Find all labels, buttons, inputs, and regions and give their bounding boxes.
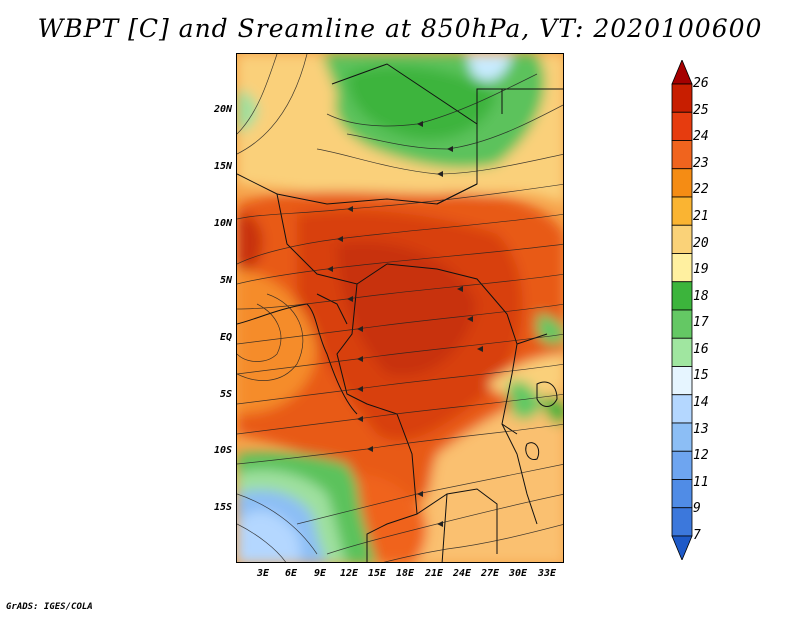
lon-label-18e: 18E (395, 568, 415, 579)
streamline-arrows (327, 121, 483, 527)
colorbar-label: 26 (693, 76, 709, 91)
colorbar-label: 25 (693, 102, 709, 118)
colorbar-label: 21 (693, 208, 709, 224)
colorbar-label: 18 (693, 288, 709, 304)
lat-label-10n: 10N (213, 218, 232, 229)
colorbar-label: 15 (693, 368, 709, 384)
temperature-shading (237, 54, 563, 562)
colorbar-segment (671, 224, 693, 254)
colorbar-segment (671, 168, 693, 198)
colorbar-label: 13 (693, 421, 709, 437)
lon-label-9e: 9E (313, 568, 327, 579)
lat-label-15s: 15S (213, 502, 232, 513)
colorbar-segment (671, 83, 693, 113)
colorbar-segment (671, 507, 693, 537)
colorbar-label: 23 (693, 155, 709, 171)
map-panel (236, 53, 564, 563)
colorbar-label: 12 (693, 448, 709, 464)
colorbar-segment (671, 111, 693, 141)
colorbar-label: 11 (693, 474, 709, 490)
lat-label-20n: 20N (213, 104, 232, 115)
lon-label-6e: 6E (284, 568, 298, 579)
chart-title: WBPT [C] and Sreamline at 850hPa, VT: 20… (37, 14, 763, 43)
colorbar-label: 19 (693, 262, 709, 278)
colorbar-segment (671, 196, 693, 226)
colorbar-bottom-arrow (671, 535, 693, 560)
lon-label-15e: 15E (367, 568, 387, 579)
country-borders (237, 63, 563, 562)
colorbar-segment (671, 394, 693, 424)
colorbar-label: 7 (693, 528, 701, 543)
lon-label-33e: 33E (537, 568, 557, 579)
colorbar-label: 20 (693, 235, 709, 251)
colorbar-segment (671, 479, 693, 509)
colorbar-label: 9 (693, 501, 701, 517)
colorbar-label: 14 (693, 395, 709, 411)
lon-label-24e: 24E (452, 568, 472, 579)
colorbar-label: 22 (693, 182, 709, 198)
colorbar-segment (671, 309, 693, 339)
colorbar-segment (671, 140, 693, 170)
lon-label-27e: 27E (480, 568, 500, 579)
lon-label-30e: 30E (508, 568, 528, 579)
colorbar-top-arrow (671, 60, 693, 85)
colorbar-segment (671, 422, 693, 452)
colorbar-label: 17 (693, 315, 709, 331)
lat-label-15n: 15N (213, 161, 232, 172)
colorbar-segment (671, 281, 693, 311)
colorbar-label: 24 (693, 129, 709, 145)
lat-label-5s: 5S (219, 389, 232, 400)
lon-label-12e: 12E (339, 568, 359, 579)
lat-label-eq: EQ (219, 332, 232, 343)
colorbar-label: 16 (693, 341, 709, 357)
colorbar-segment (671, 450, 693, 480)
map-field (237, 54, 563, 562)
lat-label-5n: 5N (219, 275, 232, 286)
colorbar-segment (671, 253, 693, 283)
lat-label-10s: 10S (213, 445, 232, 456)
lon-label-3e: 3E (256, 568, 270, 579)
credit-text: GrADS: IGES/COLA (6, 602, 93, 612)
lon-label-21e: 21E (424, 568, 444, 579)
colorbar-segment (671, 366, 693, 396)
colorbar (671, 60, 693, 560)
colorbar-segment (671, 337, 693, 367)
